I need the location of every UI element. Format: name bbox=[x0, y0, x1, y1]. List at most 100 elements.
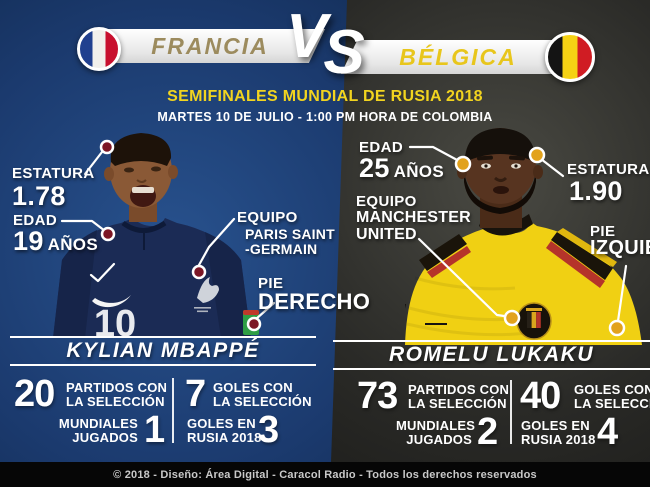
lukaku-rusia-label2: RUSIA 2018 bbox=[521, 432, 596, 447]
mbappe-edad-number: 19 bbox=[13, 226, 44, 256]
belgium-flag-icon bbox=[545, 32, 595, 82]
belgica-banner: BÉLGICA bbox=[341, 40, 575, 74]
lukaku-partidos-label: PARTIDOS CON LA SELECCIÓN bbox=[408, 383, 509, 411]
lukaku-name: ROMELU LUKAKU bbox=[389, 343, 594, 366]
mbappe-partidos-label1: PARTIDOS CON bbox=[66, 380, 168, 395]
lukaku-edad-number: 25 bbox=[359, 153, 390, 183]
adidas-logo-icon bbox=[405, 304, 447, 325]
lukaku-equipo-label: EQUIPO bbox=[356, 193, 417, 210]
mbappe-eye-right bbox=[151, 166, 161, 172]
lukaku-nose bbox=[494, 176, 508, 182]
fff-crest-icon bbox=[197, 277, 219, 303]
crest-caption-line1 bbox=[194, 307, 211, 309]
mbappe-mundiales-label1: MUNDIALES bbox=[58, 416, 138, 431]
lukaku-edad-label: EDAD bbox=[359, 139, 404, 156]
vs-letter-v: V bbox=[286, 2, 327, 71]
mbappe-edad-label: EDAD bbox=[13, 212, 58, 229]
mbappe-mundiales-label: MUNDIALES JUGADOS bbox=[58, 417, 138, 445]
mbappe-edad-unit: AÑOS bbox=[47, 235, 98, 254]
lukaku-mundiales-label1: MUNDIALES bbox=[396, 418, 476, 433]
lukaku-mundiales-label: MUNDIALES JUGADOS bbox=[396, 418, 476, 447]
belgica-label: BÉLGICA bbox=[399, 43, 517, 70]
mbappe-rusia-value: 3 bbox=[258, 409, 279, 451]
sleeve-patch-top bbox=[243, 310, 259, 315]
red-marker-dots bbox=[99, 139, 262, 332]
mbappe-goles-value: 7 bbox=[185, 373, 206, 415]
shoulder-band-left-red bbox=[427, 246, 471, 278]
lukaku-goles-label: GOLES CON LA SELECCIÓN bbox=[574, 383, 650, 411]
mbappe-partidos-label2: LA SELECCIÓN bbox=[66, 394, 165, 409]
gold-marker-dots bbox=[454, 146, 626, 337]
shoulder-band-left bbox=[419, 234, 467, 271]
mbappe-mundiales-label2: JUGADOS bbox=[72, 430, 138, 445]
lukaku-beard bbox=[464, 170, 536, 214]
lukaku-ear-right bbox=[533, 165, 543, 179]
jersey-shade-right bbox=[205, 232, 251, 338]
mbappe-partidos-label: PARTIDOS CON LA SELECCIÓN bbox=[66, 381, 167, 409]
event-subtitle: SEMIFINALES MUNDIAL DE RUSIA 2018 bbox=[167, 88, 483, 105]
lukaku-goles-label1: GOLES CON bbox=[574, 382, 650, 397]
lukaku-rusia-label1: GOLES EN bbox=[521, 418, 590, 433]
mbappe-teeth bbox=[132, 187, 154, 193]
mbappe-photo: 10 bbox=[53, 133, 259, 338]
event-dateline: MARTES 10 DE JULIO - 1:00 PM HORA DE COL… bbox=[157, 110, 493, 124]
lukaku-edad-unit: AÑOS bbox=[393, 162, 444, 181]
jersey-shade-left bbox=[53, 230, 97, 338]
lukaku-partidos-label2: LA SELECCIÓN bbox=[408, 396, 507, 411]
lukaku-pupil-left bbox=[484, 164, 488, 168]
mbappe-mundiales-value: 1 bbox=[144, 409, 165, 451]
mbappe-goles-label: GOLES CON LA SELECCIÓN bbox=[213, 381, 312, 409]
mbappe-hair bbox=[110, 133, 172, 166]
lukaku-goles-label2: LA SELECCIÓN bbox=[574, 396, 650, 411]
lukaku-pie-value: IZQUIERDO bbox=[590, 237, 650, 259]
lukaku-mouth bbox=[493, 186, 509, 194]
shoulder-band-right-red bbox=[546, 241, 605, 288]
lukaku-photo bbox=[405, 128, 642, 345]
lukaku-equipo-line1: MANCHESTER bbox=[356, 209, 471, 226]
lukaku-equipo-line2: UNITED bbox=[356, 226, 417, 243]
vs-mark: VS bbox=[286, 6, 365, 84]
lukaku-mundiales-label2: JUGADOS bbox=[406, 432, 472, 447]
lukaku-estatura-value: 1.90 bbox=[569, 176, 623, 206]
mbappe-edad-value: 19 AÑOS bbox=[13, 228, 98, 255]
mbappe-pie-label: PIE bbox=[258, 275, 284, 292]
shoulder-band-right bbox=[551, 232, 613, 280]
mbappe-ear-right bbox=[168, 165, 178, 179]
mbappe-estatura-value: 1.78 bbox=[12, 181, 66, 211]
mbappe-partidos-value: 20 bbox=[14, 373, 55, 415]
lukaku-pupil-right bbox=[514, 164, 518, 168]
lukaku-rusia-label: GOLES EN RUSIA 2018 bbox=[521, 419, 596, 447]
lukaku-pie-label: PIE bbox=[590, 223, 616, 240]
mbappe-name: KYLIAN MBAPPÉ bbox=[66, 339, 260, 362]
mbappe-equipo-value: PARIS SAINT -GERMAIN bbox=[245, 227, 335, 257]
jersey-collar bbox=[121, 220, 167, 233]
lukaku-mundiales-value: 2 bbox=[477, 411, 498, 453]
mbappe-nose bbox=[136, 179, 147, 183]
lukaku-partidos-label1: PARTIDOS CON bbox=[408, 382, 510, 397]
lukaku-stats-divider bbox=[510, 380, 512, 444]
mbappe-name-banner: KYLIAN MBAPPÉ bbox=[10, 336, 316, 366]
copyright-bar: © 2018 - Diseño: Área Digital - Caracol … bbox=[0, 462, 650, 487]
mbappe-eye-left bbox=[124, 167, 134, 173]
lukaku-hair bbox=[465, 128, 535, 162]
mbappe-rusia-label2: RUSIA 2018 bbox=[187, 430, 262, 445]
mbappe-goles-label1: GOLES CON bbox=[213, 380, 293, 395]
francia-label: FRANCIA bbox=[151, 32, 269, 59]
france-flag-icon bbox=[77, 27, 121, 71]
mbappe-equipo-label: EQUIPO bbox=[237, 209, 298, 226]
mbappe-equipo-line2: -GERMAIN bbox=[245, 241, 318, 257]
mbappe-rusia-label1: GOLES EN bbox=[187, 416, 256, 431]
shoulder-band-right-yellow bbox=[557, 228, 617, 267]
jersey-number: 10 bbox=[94, 303, 136, 338]
lukaku-eyebrow-left bbox=[477, 155, 493, 161]
lukaku-edad-value: 25 AÑOS bbox=[359, 155, 444, 182]
lukaku-equipo-value: MANCHESTER UNITED bbox=[356, 209, 471, 243]
lukaku-goles-value: 40 bbox=[520, 375, 561, 417]
vs-letter-s: S bbox=[323, 18, 364, 87]
mbappe-stats-divider bbox=[172, 378, 174, 443]
copyright-text: © 2018 - Diseño: Área Digital - Caracol … bbox=[113, 468, 537, 481]
lukaku-estatura-label: ESTATURA bbox=[567, 161, 650, 178]
lukaku-partidos-value: 73 bbox=[357, 375, 398, 417]
